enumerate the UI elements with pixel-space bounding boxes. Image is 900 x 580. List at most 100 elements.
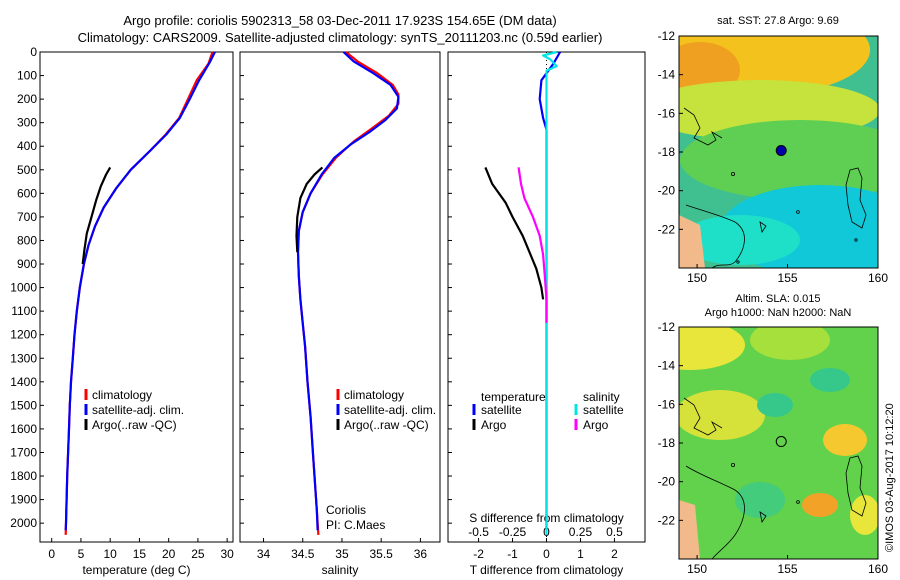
salinity-axes-frame — [239, 51, 441, 543]
salinity-xtick-label: 35.5 — [369, 547, 393, 561]
sla-map-ytick-label: -14 — [658, 359, 676, 373]
salinity-legend-label: satellite-adj. clim. — [344, 403, 436, 417]
difference-legend-header-salinity: salinity — [583, 390, 620, 404]
salinity-diff-tick-label: -0.25 — [499, 525, 527, 539]
sla-map-ytick-label: -16 — [658, 397, 676, 411]
temperature-axes-frame — [39, 51, 234, 543]
temperature-xlabel: temperature (deg C) — [82, 563, 190, 577]
sst-map-ytick-label: -20 — [658, 184, 676, 198]
salinity-series-argo-raw-qc — [295, 166, 324, 253]
sla-map-title1: Altim. SLA: 0.015 — [736, 293, 821, 305]
sst-map-panel: sat. SST: 27.8 Argo: 9.69 150 155 160 -12 -1… — [658, 15, 889, 285]
difference-panel: -2 -1 0 1 2 T difference from climatology -0.5… — [447, 50, 646, 577]
temperature-legend-label: climatology — [92, 388, 152, 402]
temperature-legend-label: satellite-adj. clim. — [92, 403, 184, 417]
difference-xtick-label: -1 — [507, 547, 518, 561]
sla-map-title2: Argo h1000: NaN h2000: NaN — [705, 307, 852, 319]
depth-tick-label: 1800 — [10, 469, 37, 483]
depth-tick-label: 0 — [30, 45, 37, 59]
sst-map-ytick-label: -18 — [658, 145, 676, 159]
sst-map-ytick-label: -16 — [658, 106, 676, 120]
depth-tick-label: 1500 — [10, 398, 37, 412]
difference-series-salinity-satellite — [542, 50, 558, 535]
salinity-legend-label: Argo(..raw -QC) — [344, 418, 429, 432]
sst-argo-location-marker — [775, 145, 787, 157]
salinity-xtick-label: 34.5 — [291, 547, 315, 561]
depth-tick-label: 500 — [17, 163, 37, 177]
depth-tick-label: 1000 — [10, 281, 37, 295]
depth-tick-label: 1100 — [11, 304, 37, 318]
salinity-diff-tick-label: -0.5 — [468, 525, 489, 539]
depth-tick-label: 1600 — [10, 422, 37, 436]
salinity-annotation: PI: C.Maes — [326, 518, 385, 532]
title-line1: Argo profile: coriolis 5902313_58 03-Dec… — [123, 13, 556, 28]
sla-map-xtick-label: 155 — [778, 562, 798, 576]
sla-map-xtick-label: 160 — [868, 562, 888, 576]
temperature-series-climatology — [64, 51, 214, 535]
depth-tick-label: 900 — [17, 257, 37, 271]
sla-map-ytick-label: -12 — [658, 320, 676, 334]
salinity-xlabel: salinity — [322, 563, 359, 577]
sst-map-xtick-label: 150 — [687, 271, 707, 285]
depth-tick-label: 200 — [17, 92, 37, 106]
sla-map-ytick-label: -20 — [658, 475, 676, 489]
temperature-series-argo-raw-qc — [81, 166, 112, 265]
salinity-series-satellite-adj-clim — [296, 51, 400, 531]
temperature-series-satellite-adj-clim — [64, 51, 216, 531]
difference-legend-header-temperature: temperature — [481, 390, 546, 404]
difference-xtick-label: 2 — [611, 547, 618, 561]
temperature-panel: 0 5 10 15 20 25 30 temperature (deg C) 0 100 200 30… — [10, 45, 234, 577]
difference-legend-label: Argo — [481, 418, 507, 432]
sst-coastlines — [683, 107, 867, 269]
depth-tick-label: 1300 — [10, 351, 37, 365]
salinity-xtick-label: 34 — [257, 547, 271, 561]
depth-tick-label: 1900 — [10, 493, 37, 507]
sst-map-xtick-label: 155 — [778, 271, 798, 285]
salinity-annotation: Coriolis — [326, 503, 366, 517]
salinity-diff-tick-label: 0.25 — [569, 525, 593, 539]
depth-tick-label: 300 — [17, 116, 37, 130]
difference-legend-label: Argo — [583, 418, 609, 432]
sst-map-ytick-label: -22 — [658, 222, 676, 236]
sst-map-title: sat. SST: 27.8 Argo: 9.69 — [717, 15, 839, 27]
timestamp: ©IMOS 03-Aug-2017 10:12:20 — [884, 403, 896, 552]
sla-map-ytick-label: -22 — [658, 513, 676, 527]
difference-xtick-label: 0 — [543, 547, 550, 561]
temperature-xtick-label: 5 — [78, 547, 85, 561]
depth-tick-label: 600 — [17, 186, 37, 200]
sla-map-xtick-label: 150 — [687, 562, 707, 576]
sst-map-axes: 150 155 160 -12 -14 -16 -18 -20 -22 — [658, 29, 889, 285]
depth-tick-label: 1700 — [10, 445, 37, 459]
sst-map-ytick-label: -12 — [658, 29, 676, 43]
depth-tick-label: 1200 — [10, 328, 37, 342]
sla-map-axes: 150 155 160 -12 -14 -16 -18 -20 -22 — [658, 320, 889, 576]
temperature-xtick-label: 15 — [133, 547, 147, 561]
depth-tick-label: 400 — [17, 139, 37, 153]
salinity-diff-tick-label: 0.5 — [606, 525, 623, 539]
depth-tick-label: 2000 — [10, 516, 37, 530]
sla-map-panel: Altim. SLA: 0.015 Argo h1000: NaN h2000:… — [658, 293, 889, 576]
difference-xtick-label: -2 — [473, 547, 484, 561]
sst-map-ytick-label: -14 — [658, 68, 676, 82]
depth-tick-label: 100 — [17, 69, 37, 83]
temperature-xtick-label: 20 — [162, 547, 176, 561]
depth-tick-label: 1400 — [10, 375, 37, 389]
difference-legend-label: satellite — [481, 403, 522, 417]
salinity-legend-label: climatology — [344, 388, 404, 402]
sla-map-field — [679, 327, 878, 559]
sla-map-ytick-label: -18 — [658, 436, 676, 450]
temperature-xtick-label: 25 — [191, 547, 205, 561]
sla-coastlines — [683, 397, 867, 560]
depth-tick-label: 700 — [17, 210, 37, 224]
sst-map-xtick-label: 160 — [868, 271, 888, 285]
temperature-xtick-label: 0 — [48, 547, 55, 561]
depth-tick-label: 800 — [17, 233, 37, 247]
difference-xlabel: T difference from climatology — [470, 563, 624, 577]
salinity-xtick-label: 35 — [335, 547, 349, 561]
difference-xtick-label: 1 — [577, 547, 584, 561]
salinity-panel: 34 34.5 35 35.5 36 salinity climatologysatelli… — [239, 51, 441, 577]
temperature-legend-label: Argo(..raw -QC) — [92, 418, 177, 432]
title-line2: Climatology: CARS2009. Satellite-adjuste… — [78, 30, 603, 45]
temperature-xtick-label: 30 — [220, 547, 234, 561]
